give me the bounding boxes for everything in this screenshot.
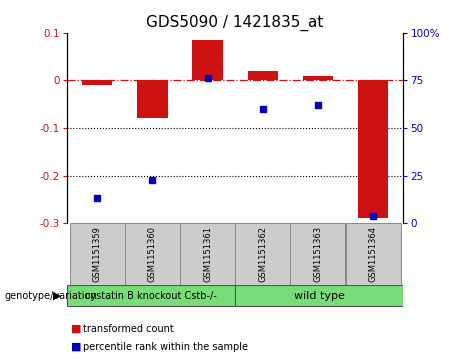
- Text: ■: ■: [71, 342, 82, 352]
- Bar: [303, 76, 333, 80]
- Text: genotype/variation: genotype/variation: [5, 291, 97, 301]
- Text: transformed count: transformed count: [83, 323, 174, 334]
- Text: GSM1151360: GSM1151360: [148, 226, 157, 282]
- Bar: [358, 80, 388, 219]
- FancyBboxPatch shape: [180, 223, 235, 285]
- Bar: [192, 40, 223, 80]
- FancyBboxPatch shape: [67, 285, 235, 306]
- Text: ▶: ▶: [53, 291, 62, 301]
- Bar: [137, 80, 167, 118]
- Text: GSM1151359: GSM1151359: [93, 226, 102, 282]
- Text: wild type: wild type: [294, 291, 345, 301]
- Text: ■: ■: [71, 323, 82, 334]
- FancyBboxPatch shape: [345, 223, 401, 285]
- FancyBboxPatch shape: [125, 223, 180, 285]
- FancyBboxPatch shape: [235, 285, 403, 306]
- FancyBboxPatch shape: [70, 223, 125, 285]
- Text: cystatin B knockout Cstb-/-: cystatin B knockout Cstb-/-: [85, 291, 217, 301]
- Text: GSM1151364: GSM1151364: [368, 226, 378, 282]
- Text: percentile rank within the sample: percentile rank within the sample: [83, 342, 248, 352]
- FancyBboxPatch shape: [235, 223, 290, 285]
- Bar: [248, 71, 278, 80]
- Text: GSM1151363: GSM1151363: [313, 226, 322, 282]
- Text: GSM1151362: GSM1151362: [258, 226, 267, 282]
- FancyBboxPatch shape: [290, 223, 345, 285]
- Bar: [82, 80, 112, 85]
- Title: GDS5090 / 1421835_at: GDS5090 / 1421835_at: [147, 15, 324, 31]
- Text: GSM1151361: GSM1151361: [203, 226, 212, 282]
